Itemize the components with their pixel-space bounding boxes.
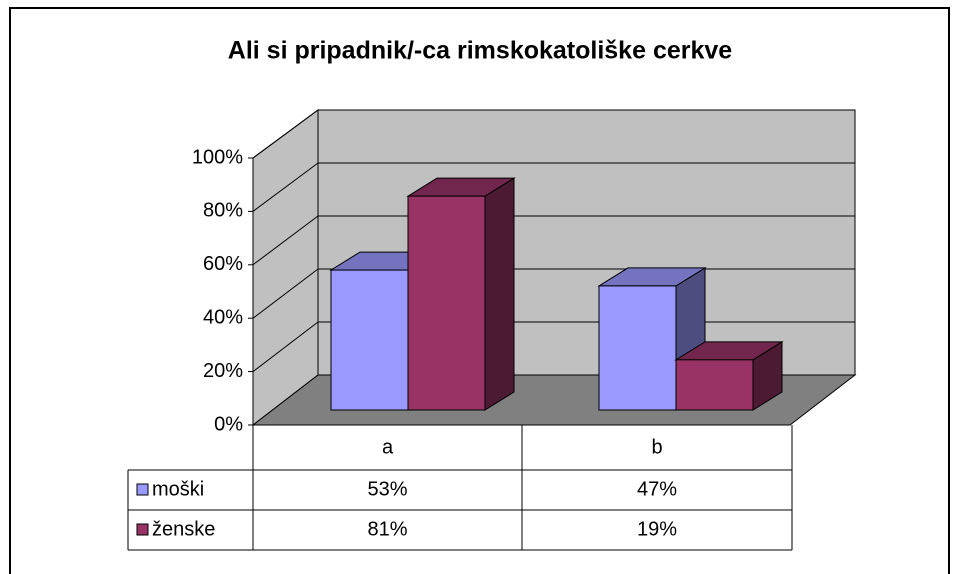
bar xyxy=(598,285,677,411)
grid-line xyxy=(252,162,319,212)
grid-line xyxy=(252,321,319,372)
y-tick-label: 80% xyxy=(203,200,243,222)
bar xyxy=(675,359,754,411)
y-tick-label: 0% xyxy=(214,413,243,435)
bar xyxy=(330,269,409,411)
grid-line xyxy=(252,109,319,159)
x-tick-label: b xyxy=(651,436,662,458)
y-tick-label: 100% xyxy=(192,146,243,168)
legend-swatch xyxy=(136,523,149,536)
legend-label: ženske xyxy=(152,518,215,540)
grid-line xyxy=(252,215,319,266)
x-tick-label: a xyxy=(382,436,394,458)
bar-side xyxy=(484,177,515,411)
side-wall xyxy=(252,109,319,427)
data-label: 81% xyxy=(367,518,407,540)
data-label: 19% xyxy=(637,518,677,540)
legend-swatch xyxy=(136,483,149,496)
bar xyxy=(407,195,486,411)
y-tick-label: 20% xyxy=(203,360,243,382)
data-label: 53% xyxy=(367,478,407,500)
y-tick-label: 40% xyxy=(203,306,243,328)
grid-line xyxy=(252,268,319,319)
legend-label: moški xyxy=(152,478,204,500)
chart-title: Ali si pripadnik/-ca rimskokatoliške cer… xyxy=(228,37,733,65)
y-tick-label: 60% xyxy=(203,253,243,275)
chart-frame xyxy=(9,7,950,574)
data-label: 47% xyxy=(637,478,677,500)
